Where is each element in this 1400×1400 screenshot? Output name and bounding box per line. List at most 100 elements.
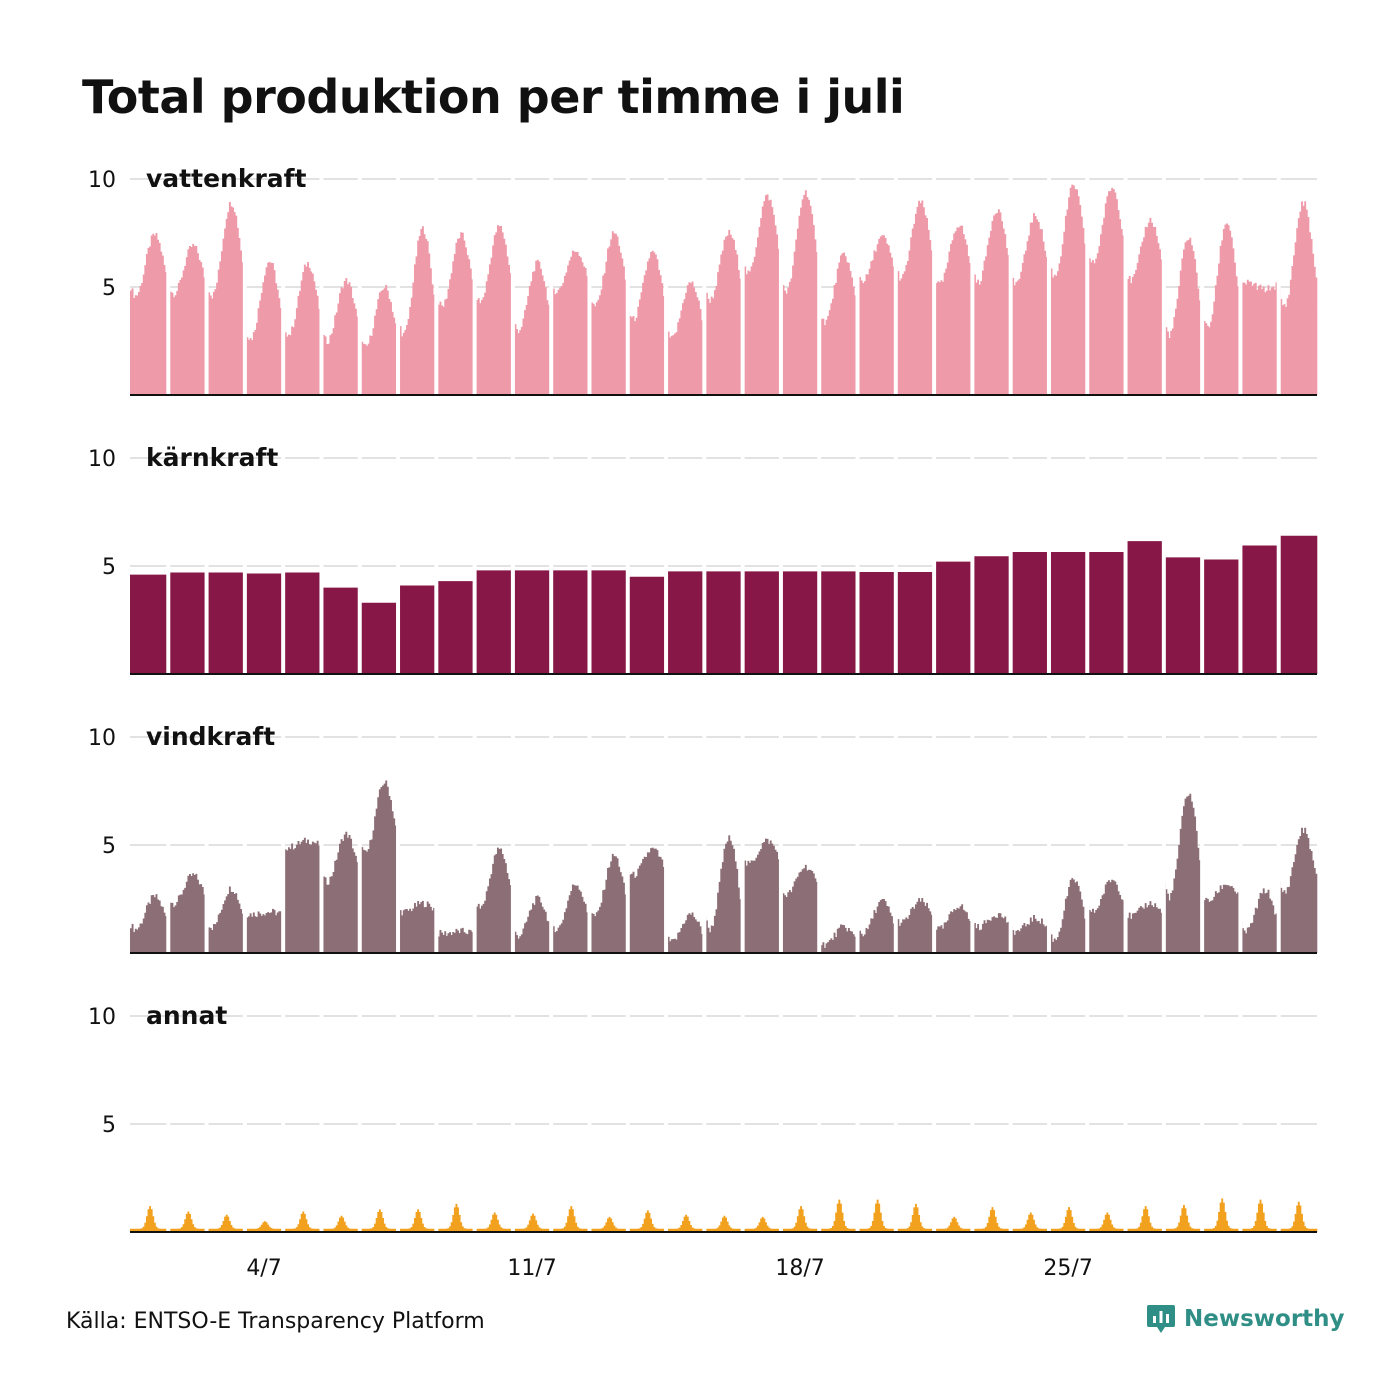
day-separator <box>472 735 477 953</box>
day-separator <box>549 1014 554 1232</box>
day-separator <box>1046 735 1051 953</box>
day-separator <box>587 735 592 953</box>
x-tick-label: 4/7 <box>246 1256 281 1281</box>
y-tick-label: 10 <box>88 168 116 193</box>
chart-title: Total produktion per timme i juli <box>82 70 905 124</box>
day-separator <box>472 456 477 674</box>
day-separator <box>1161 456 1166 674</box>
newsworthy-logo-icon <box>1147 1305 1175 1333</box>
day-separator <box>587 456 592 674</box>
x-tick-label: 25/7 <box>1043 1256 1092 1281</box>
panel-vattenkraft: 5 10 vattenkraft <box>88 164 1318 396</box>
day-separator <box>1046 456 1051 674</box>
day-separator <box>893 456 898 674</box>
day-separator <box>970 456 975 674</box>
day-separator <box>740 1014 745 1232</box>
series-label: vindkraft <box>146 722 275 751</box>
series-label: vattenkraft <box>146 164 307 193</box>
day-separator <box>740 735 745 953</box>
day-separator <box>1238 456 1243 674</box>
series-label: kärnkraft <box>146 443 278 472</box>
day-separator <box>204 735 209 953</box>
day-separator <box>204 177 209 395</box>
day-separator <box>702 456 707 674</box>
day-separator <box>778 1014 783 1232</box>
day-separator <box>281 1014 286 1232</box>
day-separator <box>1276 1014 1281 1232</box>
day-separator <box>817 1014 822 1232</box>
day-separator <box>1085 177 1090 395</box>
day-separator <box>893 735 898 953</box>
day-separator <box>817 735 822 953</box>
day-separator <box>1046 1014 1051 1232</box>
day-separator <box>1046 177 1051 395</box>
y-tick-label: 10 <box>88 1005 116 1030</box>
x-axis: 4/7 11/7 18/7 25/7 <box>246 1256 1093 1281</box>
day-separator <box>1200 735 1205 953</box>
day-separator <box>932 456 937 674</box>
day-separator <box>1008 456 1013 674</box>
day-separator <box>817 177 822 395</box>
day-separator <box>587 1014 592 1232</box>
day-separator <box>1161 177 1166 395</box>
series-bars-vindkraft <box>130 780 1318 953</box>
y-tick-label: 5 <box>102 1113 116 1138</box>
brand-name: Newsworthy <box>1184 1306 1345 1332</box>
day-separator <box>281 456 286 674</box>
day-separator <box>1085 735 1090 953</box>
day-separator <box>242 1014 247 1232</box>
day-separator <box>1200 1014 1205 1232</box>
day-separator <box>625 456 630 674</box>
y-tick-label: 5 <box>102 834 116 859</box>
day-separator <box>1085 456 1090 674</box>
day-separator <box>242 456 247 674</box>
day-separator <box>204 1014 209 1232</box>
day-separator <box>664 177 669 395</box>
day-separator <box>510 735 515 953</box>
day-separator <box>1123 1014 1128 1232</box>
y-tick-label: 5 <box>102 276 116 301</box>
day-separator <box>396 456 401 674</box>
day-separator <box>242 177 247 395</box>
day-separator <box>778 177 783 395</box>
source-note: Källa: ENTSO-E Transparency Platform <box>66 1309 485 1334</box>
panel-kärnkraft: 5 10 kärnkraft <box>88 443 1318 675</box>
day-separator <box>855 456 860 674</box>
day-separator <box>510 456 515 674</box>
day-separator <box>855 735 860 953</box>
series-bars-kärnkraft <box>130 535 1318 674</box>
day-separator <box>855 177 860 395</box>
day-separator <box>1238 735 1243 953</box>
day-separator <box>893 177 898 395</box>
day-separator <box>817 456 822 674</box>
day-separator <box>357 735 362 953</box>
day-separator <box>1161 1014 1166 1232</box>
day-separator <box>702 735 707 953</box>
day-separator <box>396 735 401 953</box>
series-bars-vattenkraft <box>130 184 1318 395</box>
day-separator <box>434 456 439 674</box>
day-separator <box>396 177 401 395</box>
day-separator <box>1123 456 1128 674</box>
day-separator <box>281 177 286 395</box>
chart-panels: 5 10 vattenkraft 5 10 kärnkraft 5 10 vindkraft 5 1… <box>88 164 1318 1233</box>
day-separator <box>970 1014 975 1232</box>
day-separator <box>625 735 630 953</box>
day-separator <box>932 177 937 395</box>
day-separator <box>1008 735 1013 953</box>
day-separator <box>1276 456 1281 674</box>
series-label: annat <box>146 1001 227 1030</box>
day-separator <box>319 735 324 953</box>
day-separator <box>587 177 592 395</box>
day-separator <box>472 177 477 395</box>
day-separator <box>625 1014 630 1232</box>
day-separator <box>1123 735 1128 953</box>
day-separator <box>357 1014 362 1232</box>
day-separator <box>549 735 554 953</box>
day-separator <box>664 456 669 674</box>
day-separator <box>166 735 171 953</box>
day-separator <box>549 456 554 674</box>
day-separator <box>664 735 669 953</box>
day-separator <box>932 1014 937 1232</box>
